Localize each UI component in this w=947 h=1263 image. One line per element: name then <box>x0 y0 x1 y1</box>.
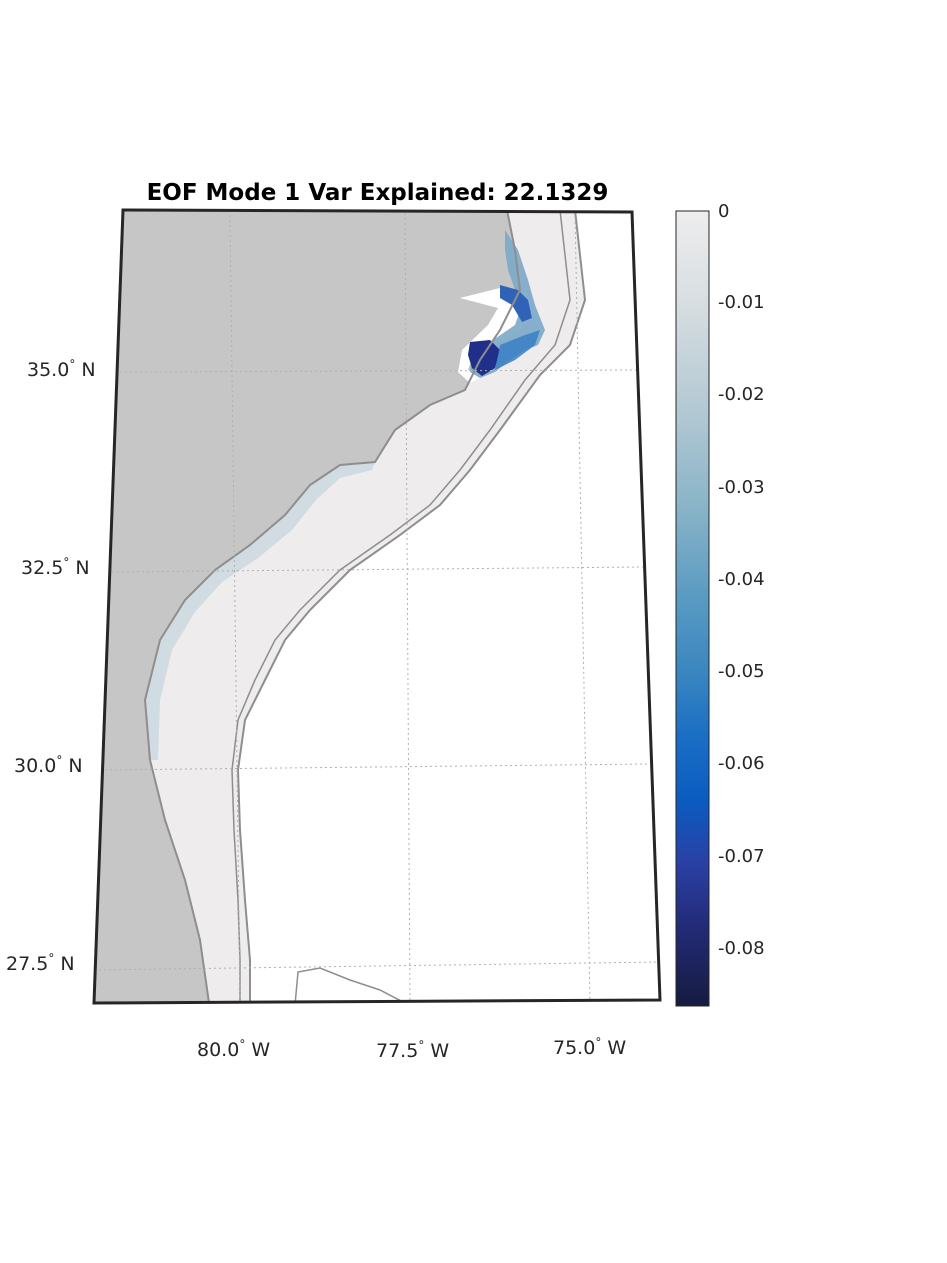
colorbar-tick: -0.07 <box>718 846 765 867</box>
lon-label-75: 75.0° W <box>553 1035 627 1059</box>
colorbar <box>675 210 710 1007</box>
map-frame <box>92 208 662 1005</box>
colorbar-tick: -0.04 <box>718 569 765 590</box>
graticule <box>94 211 660 1003</box>
sound-region <box>458 288 532 383</box>
map-area <box>94 210 660 1003</box>
map-title: EOF Mode 1 Var Explained: 22.1329 <box>146 180 609 206</box>
colorbar-tick: -0.03 <box>718 477 765 498</box>
lat-label-27-5: 27.5° N <box>6 951 75 975</box>
colorbar-tick: -0.05 <box>718 661 765 682</box>
colorbar-tick: -0.02 <box>718 384 765 405</box>
lon-label-77-5: 77.5° W <box>376 1038 450 1062</box>
lat-label-32-5: 32.5° N <box>21 555 90 579</box>
land-region <box>94 210 520 1003</box>
shelf-region <box>145 210 585 1003</box>
lon-label-80: 80.0° W <box>197 1037 271 1061</box>
colorbar-tick: 0 <box>718 201 730 222</box>
colorbar-tick: -0.08 <box>718 938 765 959</box>
lat-label-30: 30.0° N <box>14 753 83 777</box>
lat-label-35: 35.0° N <box>27 357 96 381</box>
colorbar-tick: -0.01 <box>718 292 765 313</box>
coastline <box>143 210 587 1003</box>
colorbar-tick: -0.06 <box>718 753 765 774</box>
